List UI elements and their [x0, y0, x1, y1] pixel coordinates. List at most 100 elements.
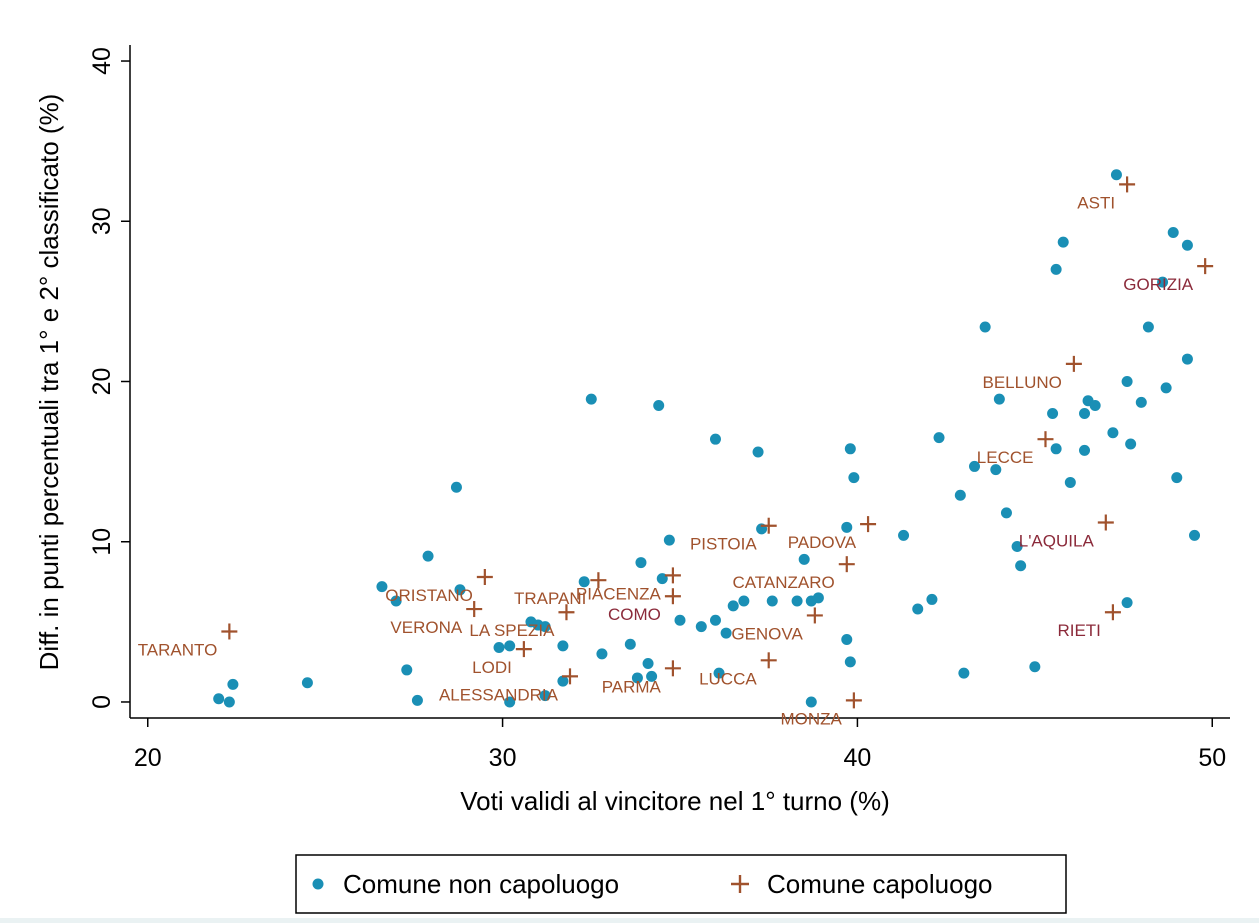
point-label: L'AQUILA [1019, 532, 1095, 551]
point-non-capoluogo [376, 581, 388, 593]
point-non-capoluogo [695, 621, 707, 633]
point-capoluogo [1197, 258, 1214, 275]
y-axis-title: Diff. in punti percentuali tra 1° e 2° c… [34, 94, 64, 671]
point-non-capoluogo [844, 656, 856, 668]
point-capoluogo [664, 567, 681, 584]
point-non-capoluogo [1029, 661, 1041, 673]
point-non-capoluogo [1079, 444, 1091, 456]
point-label: TARANTO [138, 640, 218, 659]
point-capoluogo [1065, 355, 1082, 372]
point-non-capoluogo [979, 321, 991, 333]
point-non-capoluogo [709, 614, 721, 626]
x-tick-label: 40 [844, 744, 872, 772]
y-tick-label: 20 [88, 368, 116, 396]
point-non-capoluogo [223, 696, 235, 708]
point-non-capoluogo [791, 595, 803, 607]
point-capoluogo [1104, 604, 1121, 621]
point-non-capoluogo [624, 638, 636, 650]
point-non-capoluogo [1181, 353, 1193, 365]
point-capoluogo [806, 607, 823, 624]
point-capoluogo [466, 601, 483, 618]
point-non-capoluogo [411, 694, 423, 706]
point-non-capoluogo [1015, 560, 1027, 572]
point-labels: TARANTO VERONA ORISTANO LODI LA SPEZIA ALESSA… [138, 193, 1194, 728]
legend: Comune non capoluogo Comune capoluogo [295, 854, 1067, 914]
point-non-capoluogo [642, 658, 654, 670]
point-non-capoluogo [727, 600, 739, 612]
point-non-capoluogo [1135, 396, 1147, 408]
legend-marker-capoluogo [731, 875, 749, 893]
point-capoluogo [1097, 514, 1114, 531]
point-non-capoluogo [841, 633, 853, 645]
point-non-capoluogo [213, 693, 225, 705]
x-tick-label: 50 [1198, 744, 1226, 772]
point-non-capoluogo [1000, 507, 1012, 519]
point-non-capoluogo [635, 557, 647, 569]
point-capoluogo [860, 516, 877, 533]
point-non-capoluogo [493, 641, 505, 653]
point-capoluogo [515, 641, 532, 658]
point-label: ALESSANDRIA [439, 685, 559, 704]
point-non-capoluogo [848, 472, 860, 484]
point-non-capoluogo [1079, 408, 1091, 420]
point-non-capoluogo [390, 595, 402, 607]
y-tick-label: 10 [88, 528, 116, 556]
x-tick-label: 20 [134, 744, 162, 772]
point-label: BELLUNO [982, 373, 1061, 392]
point-non-capoluogo [450, 481, 462, 493]
point-non-capoluogo [504, 640, 516, 652]
point-label: GENOVA [731, 624, 803, 643]
point-non-capoluogo [805, 696, 817, 708]
point-non-capoluogo [557, 675, 569, 687]
y-tick-label: 30 [88, 207, 116, 235]
point-non-capoluogo [539, 621, 551, 633]
point-capoluogo [760, 517, 777, 534]
point-non-capoluogo [1181, 239, 1193, 251]
point-label: LUCCA [699, 669, 757, 688]
point-non-capoluogo [752, 446, 764, 458]
point-non-capoluogo [898, 529, 910, 541]
point-non-capoluogo [596, 648, 608, 660]
legend-label-non-capoluogo: Comune non capoluogo [343, 869, 619, 899]
point-non-capoluogo [1064, 476, 1076, 488]
point-label: ASTI [1077, 193, 1115, 212]
legend-marker-non-capoluogo [312, 878, 324, 890]
point-label: GORIZIA [1123, 275, 1194, 294]
point-non-capoluogo [1157, 276, 1169, 288]
point-non-capoluogo [841, 521, 853, 533]
point-non-capoluogo [798, 553, 810, 565]
point-non-capoluogo [301, 677, 313, 689]
point-non-capoluogo [812, 592, 824, 604]
point-capoluogo [221, 623, 238, 640]
point-label: MONZA [780, 709, 842, 728]
point-non-capoluogo [1047, 408, 1059, 420]
point-capoluogo [1119, 176, 1136, 193]
point-label: LECCE [977, 448, 1034, 467]
x-tick-label: 30 [489, 744, 517, 772]
point-label: RIETI [1057, 621, 1100, 640]
point-non-capoluogo [969, 460, 981, 472]
point-non-capoluogo [401, 664, 413, 676]
x-axis-title: Voti validi al vincitore nel 1° turno (%… [460, 786, 889, 816]
point-non-capoluogo [933, 432, 945, 444]
point-capoluogo [838, 556, 855, 573]
point-label: ORISTANO [385, 586, 473, 605]
point-non-capoluogo [1121, 376, 1133, 387]
point-capoluogo [845, 692, 862, 709]
y-tick-label: 0 [88, 695, 116, 709]
point-non-capoluogo [720, 627, 732, 639]
point-non-capoluogo [958, 667, 970, 679]
point-non-capoluogo [954, 489, 966, 501]
point-capoluogo [562, 668, 578, 685]
point-non-capoluogo [709, 433, 721, 445]
point-label: COMO [608, 605, 661, 624]
data-marks [213, 169, 1214, 709]
point-non-capoluogo [454, 584, 466, 596]
point-non-capoluogo [1160, 382, 1172, 394]
legend-label-capoluogo: Comune capoluogo [767, 869, 993, 899]
point-non-capoluogo [557, 640, 569, 652]
point-non-capoluogo [653, 400, 665, 412]
point-non-capoluogo [766, 595, 778, 607]
